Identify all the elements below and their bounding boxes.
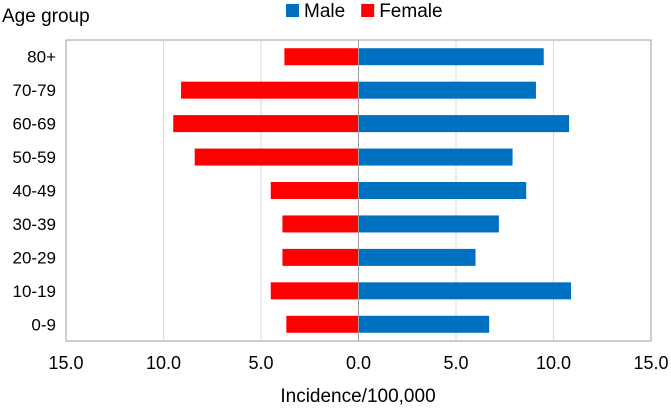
y-tick-label: 60-69 — [13, 115, 56, 134]
x-tick-label: 10.0 — [536, 353, 571, 373]
y-tick-label: 50-59 — [13, 148, 56, 167]
y-tick-label: 0-9 — [31, 315, 56, 334]
bar-female-50-59 — [194, 148, 359, 166]
x-tick-label: 15.0 — [48, 353, 83, 373]
bar-female-70-79 — [181, 81, 359, 99]
bar-male-50-59 — [358, 148, 513, 166]
x-tick-label: 15.0 — [633, 353, 668, 373]
y-tick-labels: 80+ 70-79 60-69 50-59 40-49 30-39 20-29 10-19 0-… — [13, 48, 57, 335]
x-axis-title: Incidence/100,000 — [280, 386, 435, 407]
bar-male-60-69 — [358, 115, 570, 133]
x-tick-label: 5.0 — [248, 353, 273, 373]
bar-male-80+ — [358, 48, 544, 66]
legend: Male Female — [286, 1, 443, 22]
bar-male-0-9 — [358, 315, 490, 333]
y-tick-label: 40-49 — [13, 182, 56, 201]
bar-female-30-39 — [282, 215, 359, 233]
x-tick-label: 0.0 — [346, 353, 371, 373]
legend-swatch-male — [286, 4, 299, 17]
bar-male-40-49 — [358, 182, 527, 199]
y-tick-label: 10-19 — [13, 282, 56, 301]
bar-male-20-29 — [358, 248, 476, 266]
y-tick-label: 70-79 — [13, 81, 56, 100]
legend-label-female: Female — [379, 1, 442, 22]
x-tick-label: 5.0 — [443, 353, 468, 373]
y-tick-label: 80+ — [27, 48, 56, 67]
bars — [173, 48, 572, 333]
bar-male-30-39 — [358, 215, 499, 233]
bar-female-20-29 — [282, 248, 359, 266]
bar-female-0-9 — [286, 315, 359, 333]
legend-swatch-female — [361, 4, 375, 17]
bar-male-10-19 — [358, 282, 572, 300]
x-tick-label: 10.0 — [146, 353, 181, 373]
x-tick-labels: 15.0 10.0 5.0 0.0 5.0 10.0 15.0 — [48, 353, 668, 373]
bar-male-70-79 — [358, 81, 536, 99]
y-tick-label: 20-29 — [13, 248, 56, 267]
y-tick-label: 30-39 — [13, 215, 56, 234]
legend-label-male: Male — [304, 1, 345, 22]
bar-female-60-69 — [173, 115, 359, 133]
y-axis-title: Age group — [2, 6, 90, 27]
bar-female-40-49 — [270, 182, 359, 199]
bar-female-10-19 — [270, 282, 359, 300]
bar-female-80+ — [284, 48, 359, 66]
